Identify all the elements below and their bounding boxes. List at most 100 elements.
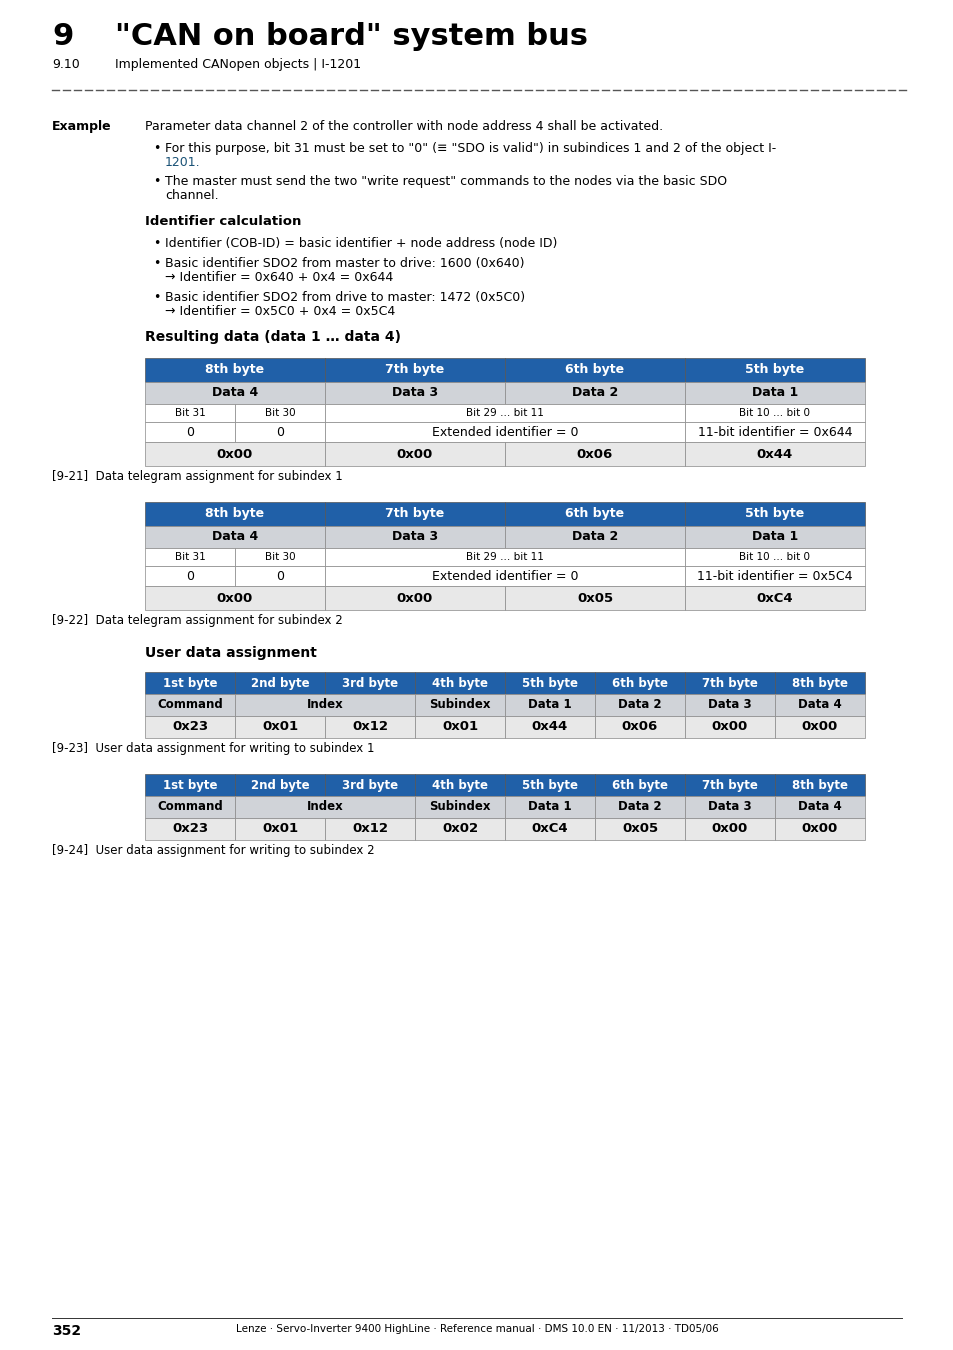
Bar xyxy=(145,566,234,586)
Text: 352: 352 xyxy=(52,1324,81,1338)
Bar xyxy=(325,526,504,548)
Text: Data 2: Data 2 xyxy=(618,698,661,711)
Bar xyxy=(325,818,415,840)
Bar xyxy=(325,586,504,610)
Bar xyxy=(684,548,864,566)
Text: Bit 31: Bit 31 xyxy=(174,408,205,418)
Bar xyxy=(145,548,234,566)
Bar xyxy=(684,358,864,382)
Text: 8th byte: 8th byte xyxy=(791,779,847,791)
Bar xyxy=(145,716,234,738)
Text: Data 2: Data 2 xyxy=(571,531,618,544)
Text: 0: 0 xyxy=(186,425,193,439)
Text: "CAN on board" system bus: "CAN on board" system bus xyxy=(115,22,587,51)
Text: Bit 29 … bit 11: Bit 29 … bit 11 xyxy=(466,408,543,418)
Bar xyxy=(325,774,415,796)
Bar xyxy=(504,774,595,796)
Text: 9.10: 9.10 xyxy=(52,58,80,72)
Text: 7th byte: 7th byte xyxy=(385,508,444,521)
Bar xyxy=(325,672,415,694)
Text: Data 4: Data 4 xyxy=(212,531,258,544)
Text: 0xC4: 0xC4 xyxy=(531,822,568,836)
Text: Identifier (COB-ID) = basic identifier + node address (node ID): Identifier (COB-ID) = basic identifier +… xyxy=(165,238,557,250)
Text: For this purpose, bit 31 must be set to "0" (≡ "SDO is valid") in subindices 1 a: For this purpose, bit 31 must be set to … xyxy=(165,142,776,155)
Bar xyxy=(504,694,595,716)
Bar xyxy=(234,774,325,796)
Text: 0x02: 0x02 xyxy=(441,822,477,836)
Text: 11-bit identifier = 0x5C4: 11-bit identifier = 0x5C4 xyxy=(697,570,852,582)
Bar xyxy=(595,818,684,840)
Text: 5th byte: 5th byte xyxy=(744,363,803,377)
Bar xyxy=(684,502,864,526)
Text: User data assignment: User data assignment xyxy=(145,647,316,660)
Bar xyxy=(595,774,684,796)
Text: 0x00: 0x00 xyxy=(396,447,433,460)
Text: 8th byte: 8th byte xyxy=(205,508,264,521)
Bar xyxy=(145,382,325,404)
Bar xyxy=(145,502,325,526)
Text: 1201.: 1201. xyxy=(165,157,200,169)
Bar xyxy=(145,526,325,548)
Text: Subindex: Subindex xyxy=(429,698,490,711)
Text: Resulting data (data 1 … data 4): Resulting data (data 1 … data 4) xyxy=(145,329,400,344)
Bar xyxy=(684,382,864,404)
Bar xyxy=(774,774,864,796)
Text: Subindex: Subindex xyxy=(429,801,490,814)
Text: 0x01: 0x01 xyxy=(262,822,297,836)
Bar xyxy=(325,382,504,404)
Text: •: • xyxy=(152,256,160,270)
Bar xyxy=(325,358,504,382)
Text: Data 1: Data 1 xyxy=(751,531,798,544)
Bar xyxy=(504,796,595,818)
Bar xyxy=(415,694,504,716)
Text: Data 3: Data 3 xyxy=(707,801,751,814)
Bar xyxy=(774,818,864,840)
Bar xyxy=(234,548,325,566)
Text: Bit 10 … bit 0: Bit 10 … bit 0 xyxy=(739,552,810,562)
Text: Identifier calculation: Identifier calculation xyxy=(145,215,301,228)
Text: Basic identifier SDO2 from drive to master: 1472 (0x5C0): Basic identifier SDO2 from drive to mast… xyxy=(165,292,524,304)
Bar xyxy=(684,423,864,441)
Text: Data 1: Data 1 xyxy=(751,386,798,400)
Text: Data 3: Data 3 xyxy=(392,386,437,400)
Text: 0: 0 xyxy=(186,570,193,582)
Text: 8th byte: 8th byte xyxy=(205,363,264,377)
Bar xyxy=(595,716,684,738)
Bar xyxy=(684,566,864,586)
Bar xyxy=(504,586,684,610)
Bar xyxy=(325,423,684,441)
Bar xyxy=(684,441,864,466)
Bar xyxy=(504,502,684,526)
Bar xyxy=(145,694,234,716)
Text: Example: Example xyxy=(52,120,112,134)
Text: 6th byte: 6th byte xyxy=(565,363,624,377)
Text: Index: Index xyxy=(306,698,343,711)
Text: 0: 0 xyxy=(275,570,284,582)
Bar xyxy=(234,818,325,840)
Text: 5th byte: 5th byte xyxy=(521,676,578,690)
Bar xyxy=(504,382,684,404)
Bar xyxy=(145,404,234,423)
Text: [9-24]  User data assignment for writing to subindex 2: [9-24] User data assignment for writing … xyxy=(52,844,375,857)
Bar xyxy=(774,796,864,818)
Text: 0x01: 0x01 xyxy=(262,721,297,733)
Bar xyxy=(684,404,864,423)
Text: 5th byte: 5th byte xyxy=(521,779,578,791)
Bar xyxy=(325,441,504,466)
Bar xyxy=(684,586,864,610)
Bar xyxy=(415,796,504,818)
Bar xyxy=(684,818,774,840)
Text: •: • xyxy=(152,292,160,304)
Bar xyxy=(145,441,325,466)
Bar xyxy=(504,818,595,840)
Bar xyxy=(234,716,325,738)
Text: 7th byte: 7th byte xyxy=(701,779,757,791)
Text: 0x05: 0x05 xyxy=(577,591,613,605)
Text: [9-23]  User data assignment for writing to subindex 1: [9-23] User data assignment for writing … xyxy=(52,743,375,755)
Text: Data 2: Data 2 xyxy=(618,801,661,814)
Text: The master must send the two "write request" commands to the nodes via the basic: The master must send the two "write requ… xyxy=(165,176,726,188)
Text: 0x06: 0x06 xyxy=(621,721,658,733)
Bar xyxy=(774,694,864,716)
Bar xyxy=(595,694,684,716)
Bar xyxy=(415,716,504,738)
